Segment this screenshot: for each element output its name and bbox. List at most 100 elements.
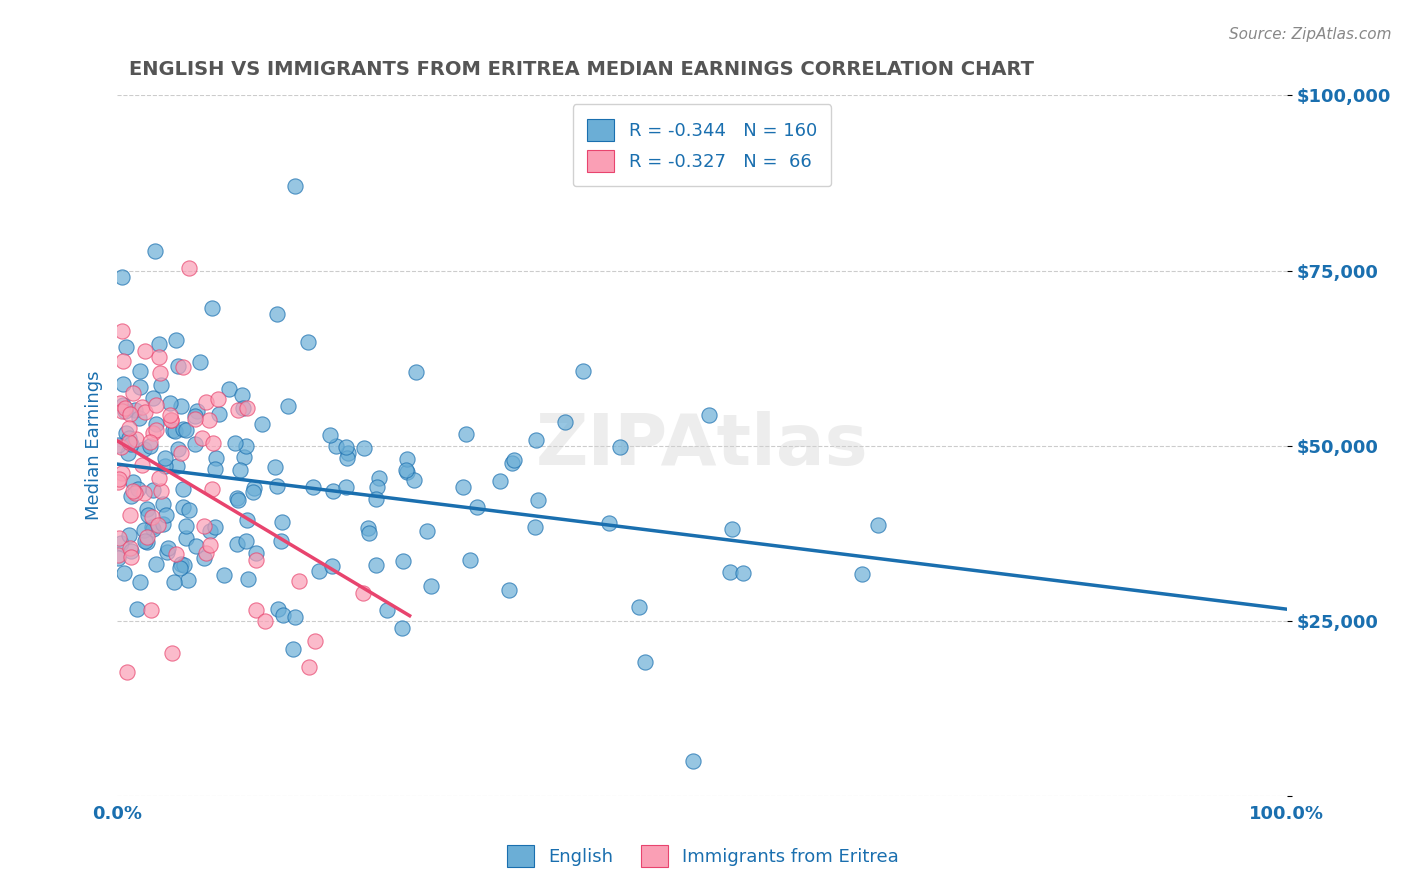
Point <box>162 423 184 437</box>
Point <box>124 403 146 417</box>
Point <box>152 517 174 532</box>
Point <box>419 579 441 593</box>
Point <box>136 530 159 544</box>
Point <box>396 465 419 479</box>
Point <box>112 566 135 580</box>
Point <box>121 483 143 498</box>
Point <box>235 533 257 548</box>
Point <box>122 386 145 401</box>
Point <box>451 480 474 494</box>
Point <box>107 438 129 452</box>
Point <box>266 478 288 492</box>
Point <box>298 660 321 674</box>
Text: Source: ZipAtlas.com: Source: ZipAtlas.com <box>1229 27 1392 42</box>
Point <box>553 416 575 430</box>
Point <box>284 178 307 193</box>
Point <box>165 333 187 347</box>
Point <box>250 417 273 431</box>
Point <box>152 497 174 511</box>
Text: ZIPAtlas: ZIPAtlas <box>536 411 869 480</box>
Point <box>163 574 186 589</box>
Point <box>325 439 347 453</box>
Point <box>236 401 259 415</box>
Point <box>191 431 214 445</box>
Point <box>609 440 631 454</box>
Point <box>157 541 180 556</box>
Point <box>141 603 163 617</box>
Point <box>131 400 153 414</box>
Point <box>125 432 148 446</box>
Point <box>114 403 136 417</box>
Legend: R = -0.344   N = 160, R = -0.327   N =  66: R = -0.344 N = 160, R = -0.327 N = 66 <box>572 104 831 186</box>
Point <box>527 493 550 508</box>
Point <box>128 380 150 394</box>
Point <box>866 517 889 532</box>
Point <box>503 453 526 467</box>
Point <box>395 452 418 467</box>
Point <box>465 500 488 515</box>
Point <box>166 359 188 373</box>
Point <box>111 269 134 284</box>
Point <box>179 260 201 275</box>
Point <box>148 336 170 351</box>
Point <box>598 516 620 531</box>
Point <box>226 492 249 507</box>
Point <box>111 399 134 413</box>
Point <box>226 537 249 551</box>
Point <box>131 458 153 472</box>
Point <box>391 621 413 635</box>
Point <box>288 574 311 588</box>
Point <box>165 425 187 439</box>
Point <box>170 557 193 571</box>
Point <box>198 538 221 552</box>
Point <box>174 423 197 437</box>
Point <box>335 480 357 494</box>
Point <box>155 459 177 474</box>
Point <box>218 382 240 396</box>
Point <box>375 603 398 617</box>
Point <box>392 554 415 568</box>
Point <box>111 466 134 480</box>
Point <box>183 409 205 423</box>
Point <box>160 413 183 427</box>
Point <box>141 519 163 533</box>
Point <box>319 428 342 442</box>
Point <box>267 602 290 616</box>
Y-axis label: Median Earnings: Median Earnings <box>86 371 103 520</box>
Point <box>148 471 170 485</box>
Point <box>357 526 380 541</box>
Point <box>207 392 229 406</box>
Point <box>169 561 191 575</box>
Point <box>150 484 173 499</box>
Point <box>114 425 136 440</box>
Point <box>201 301 224 315</box>
Point <box>297 335 319 350</box>
Point <box>153 450 176 465</box>
Point <box>136 535 159 549</box>
Point <box>118 407 141 421</box>
Point <box>107 548 129 562</box>
Point <box>159 409 181 423</box>
Point <box>498 582 520 597</box>
Point <box>120 437 142 451</box>
Point <box>124 486 146 500</box>
Point <box>201 482 224 496</box>
Point <box>194 395 217 409</box>
Point <box>108 531 131 545</box>
Point <box>186 404 208 418</box>
Point <box>148 351 170 365</box>
Point <box>456 427 478 442</box>
Point <box>176 573 198 587</box>
Point <box>263 459 285 474</box>
Point <box>236 513 259 527</box>
Point <box>851 566 873 581</box>
Point <box>170 446 193 460</box>
Point <box>682 754 704 768</box>
Point <box>524 520 547 534</box>
Point <box>166 458 188 473</box>
Point <box>458 553 481 567</box>
Point <box>120 549 142 564</box>
Point <box>132 523 155 537</box>
Point <box>118 435 141 450</box>
Point <box>193 519 215 533</box>
